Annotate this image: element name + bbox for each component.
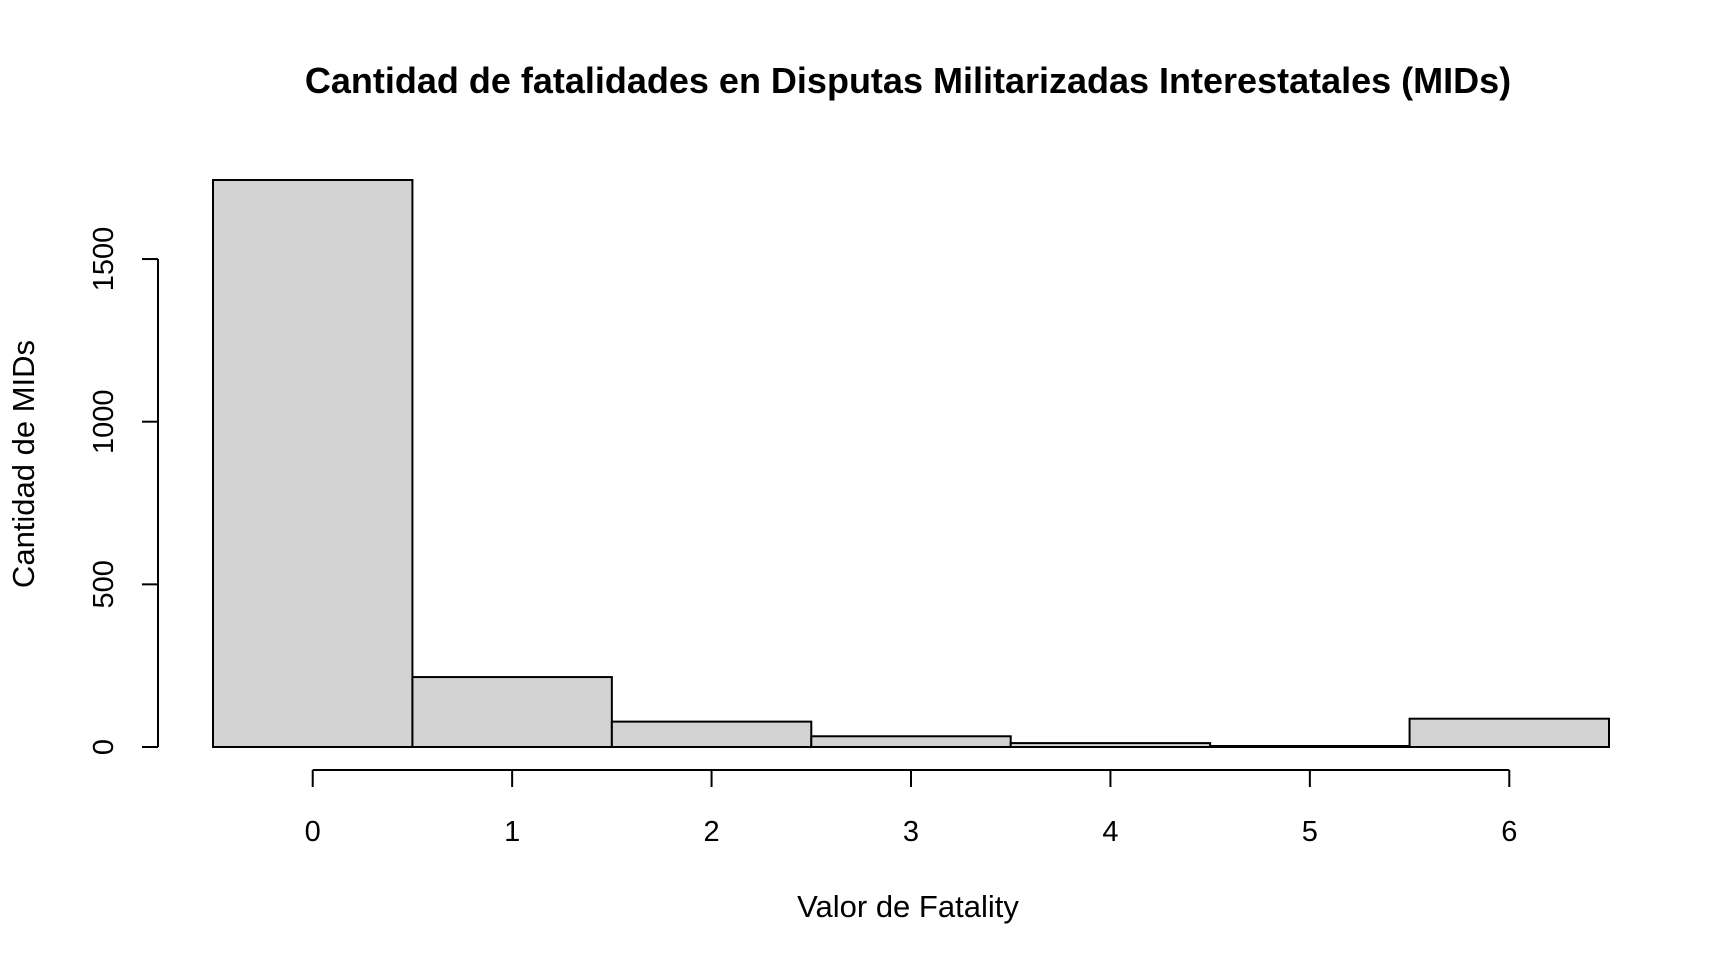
bar-3 bbox=[810, 735, 1012, 749]
y-axis: 0 500 1000 1500 bbox=[88, 227, 159, 755]
x-tick-label-3: 3 bbox=[903, 816, 919, 848]
x-tick-label-1: 1 bbox=[504, 816, 520, 848]
x-tick-label-0: 0 bbox=[305, 816, 321, 848]
bar-4 bbox=[1009, 742, 1212, 748]
bar-5 bbox=[1209, 745, 1411, 749]
y-tick-label-0: 0 bbox=[88, 739, 120, 755]
x-axis-title: Valor de Fatality bbox=[797, 889, 1019, 924]
x-tick-label-2: 2 bbox=[704, 816, 720, 848]
y-tick-label-1500: 1500 bbox=[88, 227, 120, 292]
y-tick-label-1000: 1000 bbox=[88, 389, 120, 454]
x-tick-label-6: 6 bbox=[1501, 816, 1517, 848]
x-axis: 0 1 2 3 4 5 6 bbox=[305, 769, 1517, 848]
bar-6 bbox=[1408, 717, 1610, 748]
bar-0 bbox=[212, 179, 414, 748]
x-tick-label-4: 4 bbox=[1102, 816, 1118, 848]
bar-2 bbox=[610, 720, 813, 749]
y-axis-title: Cantidad de MIDs bbox=[6, 340, 41, 588]
bar-1 bbox=[411, 676, 613, 748]
y-tick-label-500: 500 bbox=[88, 560, 120, 608]
bars-group bbox=[212, 179, 1610, 749]
x-tick-label-5: 5 bbox=[1302, 816, 1318, 848]
chart-title: Cantidad de fatalidades en Disputas Mili… bbox=[305, 60, 1511, 101]
